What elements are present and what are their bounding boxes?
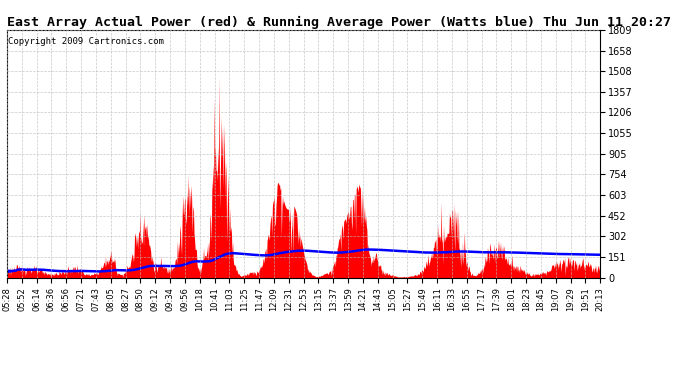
Text: Copyright 2009 Cartronics.com: Copyright 2009 Cartronics.com [8,38,164,46]
Text: East Array Actual Power (red) & Running Average Power (Watts blue) Thu Jun 11 20: East Array Actual Power (red) & Running … [7,16,671,29]
